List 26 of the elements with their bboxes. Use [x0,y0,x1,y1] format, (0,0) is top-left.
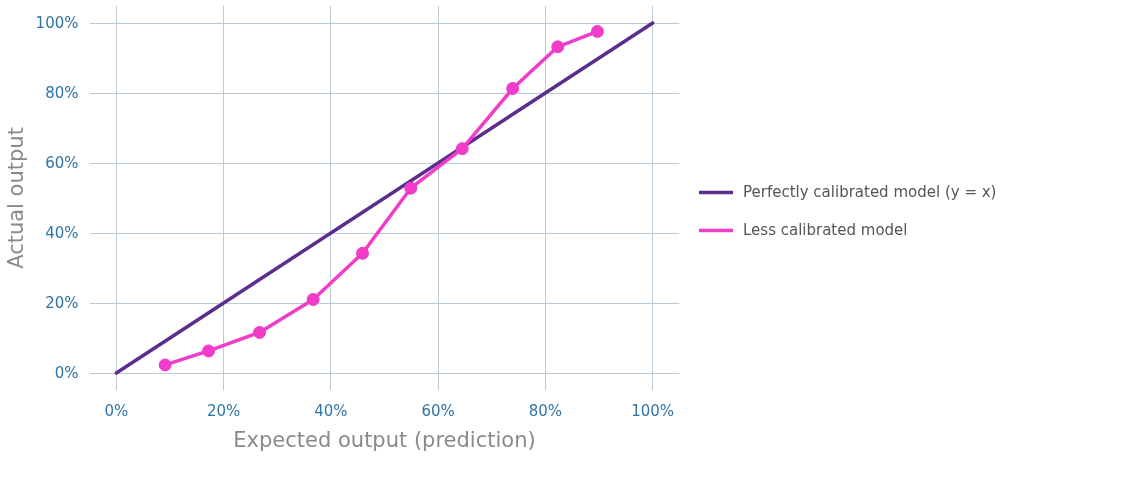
x-tick-label: 80% [528,401,563,420]
x-axis-title: Expected output (prediction) [233,427,536,452]
point [356,246,370,260]
y-tick-label: 100% [35,14,79,32]
legend-label: Perfectly calibrated model (y = x) [743,183,997,201]
x-tick-label: 20% [206,401,241,420]
point [253,325,267,339]
y-tick-label: 80% [45,84,79,102]
y-tick-label: 60% [45,154,79,172]
point [158,358,172,372]
y-tick-label: 0% [54,364,79,382]
point [590,24,604,38]
y-tick-label: 20% [45,294,79,312]
x-tick-label: 60% [421,401,455,420]
point [404,181,418,195]
x-tick-label: 100% [631,401,675,420]
point [306,293,320,306]
x-tick-label: 0% [104,401,129,420]
y-tick-label: 40% [45,224,79,242]
x-tick-label: 40% [314,401,348,420]
point [551,40,565,54]
point [506,81,520,95]
legend-label: Less calibrated model [743,221,908,239]
point [202,344,216,358]
y-axis-title: Actual output [3,127,28,269]
point [455,142,469,156]
